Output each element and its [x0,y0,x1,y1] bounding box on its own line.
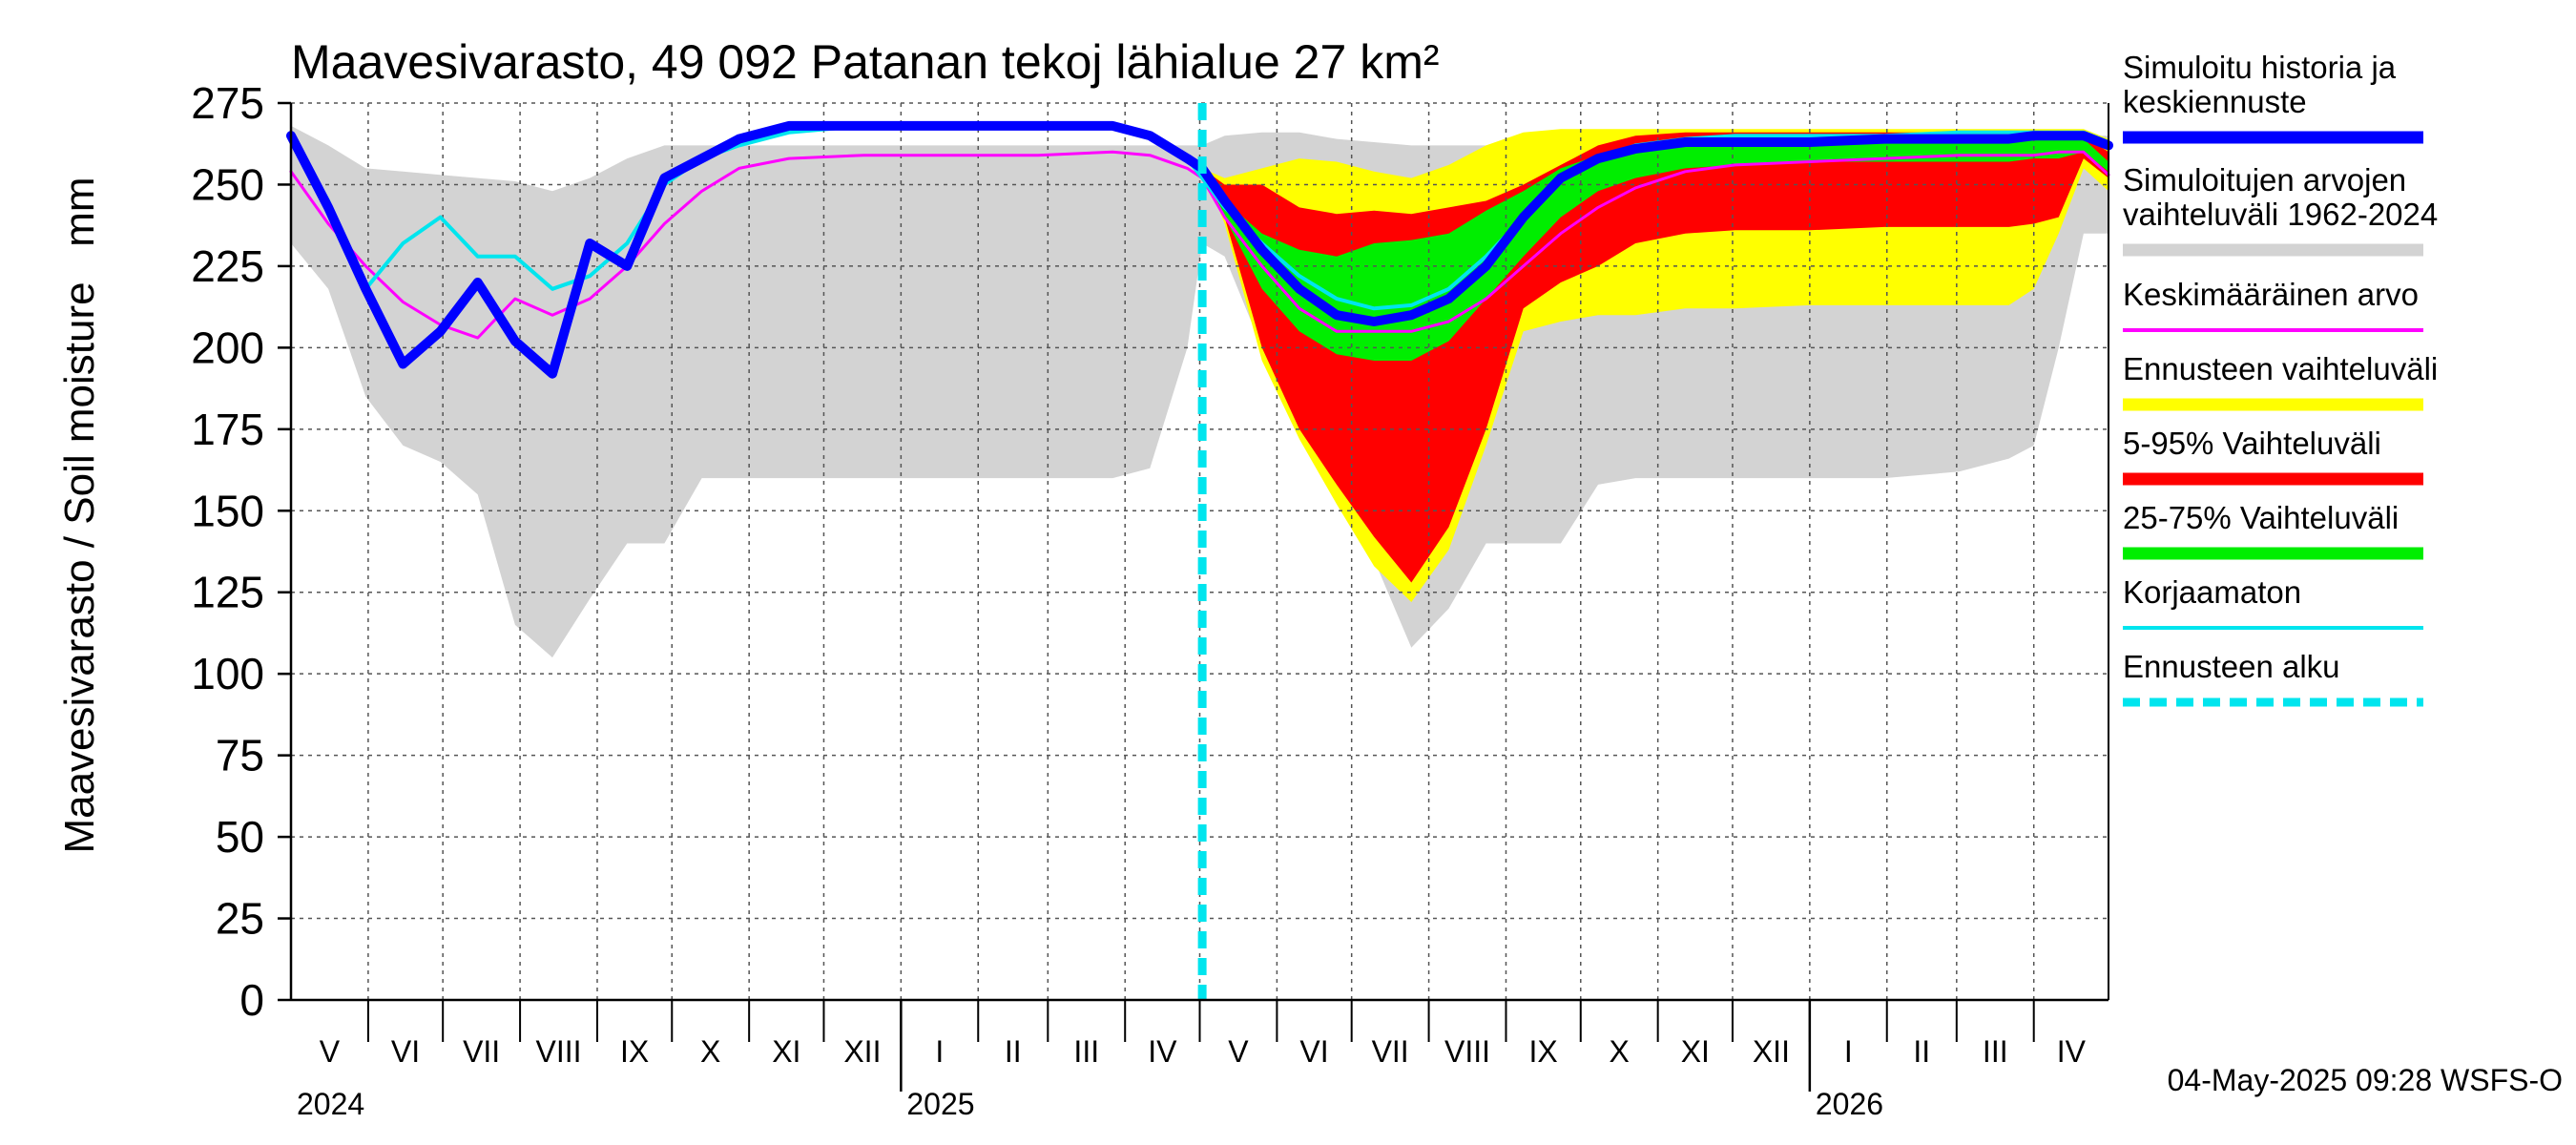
month-label: XII [843,1034,881,1069]
month-label: X [1610,1034,1630,1069]
legend-label: keskiennuste [2123,84,2307,119]
month-label: V [320,1034,341,1069]
legend-label: Korjaamaton [2123,574,2301,610]
series-line-0 [289,150,2110,340]
month-label: VIII [1444,1034,1490,1069]
y-tick-label: 200 [191,323,264,372]
month-label: XI [1681,1034,1710,1069]
month-label: VI [1299,1034,1328,1069]
legend-item: Ennusteen vaihteluväli [2123,351,2438,411]
month-label: XII [1753,1034,1790,1069]
legend-label: 25-75% Vaihteluväli [2123,500,2399,535]
month-label: V [1228,1034,1249,1069]
month-label: III [1983,1034,2008,1069]
y-tick-label: 250 [191,159,264,209]
month-label: III [1073,1034,1099,1069]
legend-label: Simuloitujen arvojen [2123,162,2406,198]
chart-title: Maavesivarasto, 49 092 Patanan tekoj läh… [291,35,1440,89]
month-label: IX [1529,1034,1558,1069]
legend-item: 5-95% Vaihteluväli [2123,426,2423,486]
y-tick-label: 50 [216,812,264,862]
legend-label: Ennusteen alku [2123,649,2340,684]
month-label: I [935,1034,944,1069]
month-label: I [1844,1034,1853,1069]
legend-label: 5-95% Vaihteluväli [2123,426,2381,461]
legend: Simuloitu historia jakeskiennusteSimuloi… [2123,50,2438,707]
month-label: IV [2057,1034,2087,1069]
y-tick-label: 275 [191,78,264,128]
year-label: 2024 [297,1087,364,1121]
lines-layer [286,103,2113,1000]
y-tick-label: 150 [191,486,264,535]
month-label: VII [463,1034,500,1069]
year-label: 2025 [906,1087,974,1121]
y-tick-label: 75 [216,731,264,781]
y-tick-label: 125 [191,568,264,617]
month-label: IX [620,1034,649,1069]
legend-label: vaihteluväli 1962-2024 [2123,197,2438,232]
legend-item: Keskimääräinen arvo [2123,277,2423,332]
month-label: II [1005,1034,1022,1069]
y-tick-label: 175 [191,405,264,454]
month-label: VIII [536,1034,582,1069]
legend-label: Simuloitu historia ja [2123,50,2397,85]
y-tick-label: 100 [191,649,264,698]
legend-item: Korjaamaton [2123,574,2423,630]
legend-label: Keskimääräinen arvo [2123,277,2419,312]
timestamp: 04-May-2025 09:28 WSFS-O [2168,1063,2563,1097]
y-tick-label: 225 [191,241,264,291]
year-label: 2026 [1816,1087,1883,1121]
month-label: VII [1372,1034,1409,1069]
y-tick-label: 0 [239,975,264,1025]
legend-label: Ennusteen vaihteluväli [2123,351,2438,386]
series-line-2 [286,120,2113,379]
legend-item: Ennusteen alku [2123,649,2423,707]
month-label: IV [1148,1034,1177,1069]
y-tick-label: 25 [216,894,264,944]
month-label: X [700,1034,720,1069]
month-label: XI [772,1034,800,1069]
month-label: VI [391,1034,420,1069]
legend-item: 25-75% Vaihteluväli [2123,500,2423,560]
month-label: II [1913,1034,1930,1069]
y-axis-label: Maavesivarasto / Soil moisture mm [56,177,103,853]
